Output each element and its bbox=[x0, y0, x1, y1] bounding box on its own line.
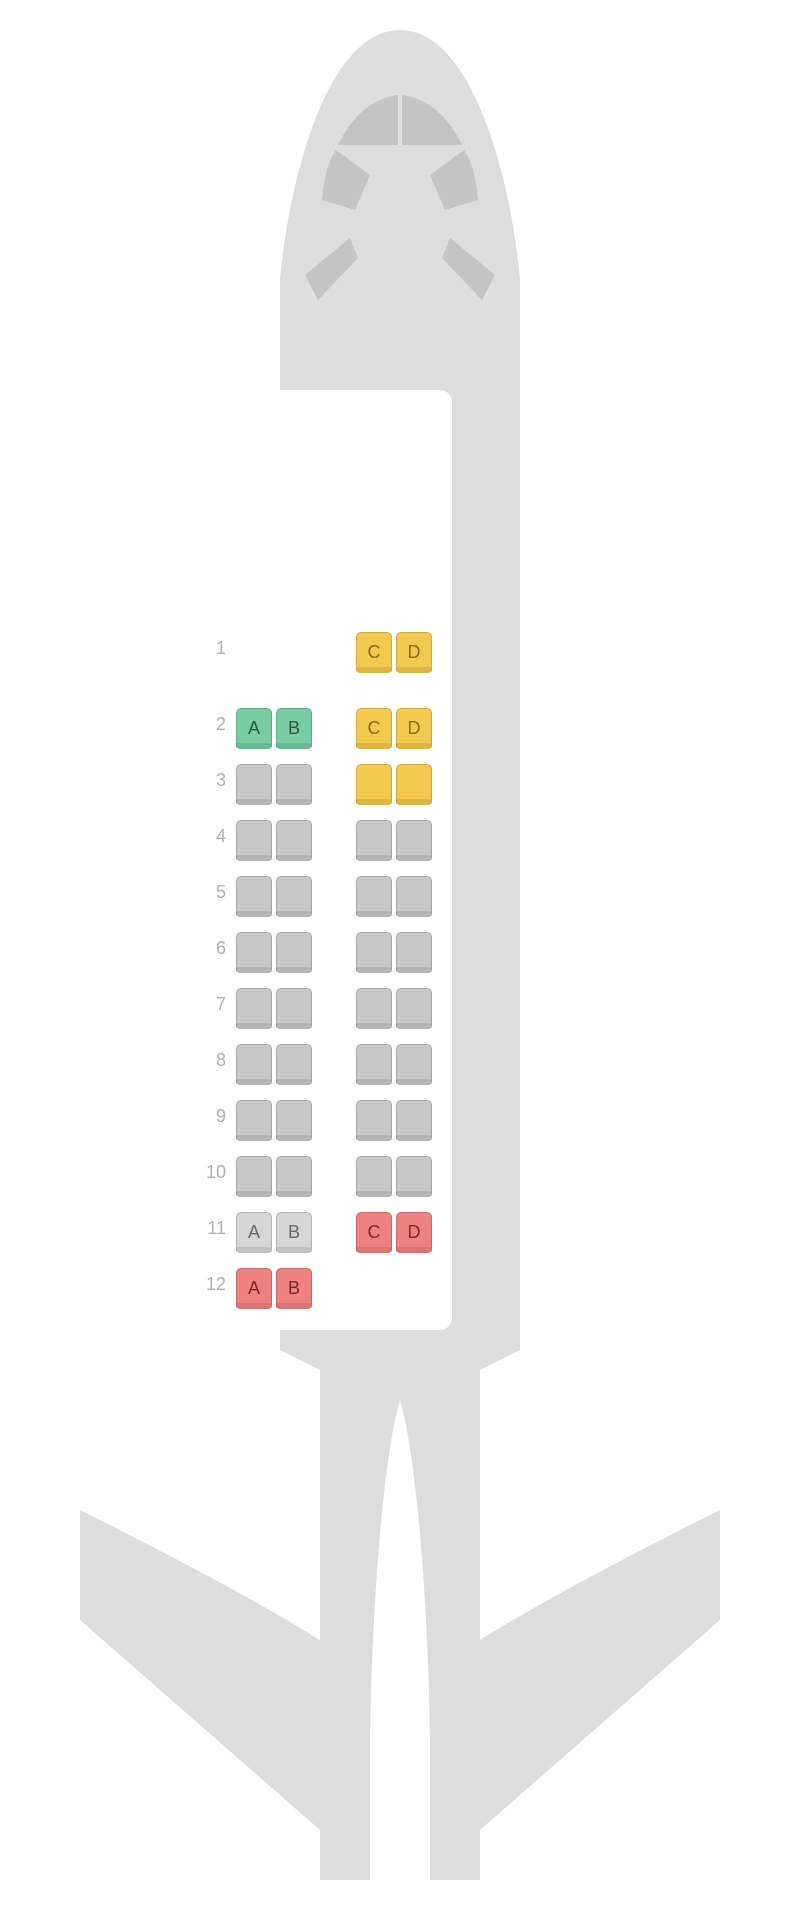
seat-4D[interactable] bbox=[396, 820, 432, 860]
seat-5B[interactable] bbox=[276, 876, 312, 916]
seat-11B[interactable]: B bbox=[276, 1212, 312, 1252]
row-number-label: 3 bbox=[196, 770, 226, 791]
row-number-label: 2 bbox=[196, 714, 226, 735]
seat-10C[interactable] bbox=[356, 1156, 392, 1196]
seat-7C[interactable] bbox=[356, 988, 392, 1028]
seat-row: 10 bbox=[236, 1154, 486, 1210]
seat-row: 11ABCD bbox=[236, 1210, 486, 1266]
seat-1C[interactable]: C bbox=[356, 632, 392, 672]
row-number-label: 1 bbox=[196, 638, 226, 659]
seat-10B[interactable] bbox=[276, 1156, 312, 1196]
row-number-label: 12 bbox=[196, 1274, 226, 1295]
seat-11C[interactable]: C bbox=[356, 1212, 392, 1252]
seat-4C[interactable] bbox=[356, 820, 392, 860]
seat-8B[interactable] bbox=[276, 1044, 312, 1084]
row-number-label: 7 bbox=[196, 994, 226, 1015]
seat-4A[interactable] bbox=[236, 820, 272, 860]
seat-12A[interactable]: A bbox=[236, 1268, 272, 1308]
seat-row: 4 bbox=[236, 818, 486, 874]
seat-row: 6 bbox=[236, 930, 486, 986]
seat-6A[interactable] bbox=[236, 932, 272, 972]
seat-row: 7 bbox=[236, 986, 486, 1042]
seat-3A[interactable] bbox=[236, 764, 272, 804]
row-number-label: 6 bbox=[196, 938, 226, 959]
seat-10D[interactable] bbox=[396, 1156, 432, 1196]
row-number-label: 10 bbox=[196, 1162, 226, 1183]
row-number-label: 11 bbox=[196, 1218, 226, 1239]
seat-11A[interactable]: A bbox=[236, 1212, 272, 1252]
seat-7B[interactable] bbox=[276, 988, 312, 1028]
seat-row: 5 bbox=[236, 874, 486, 930]
seat-row: 3 bbox=[236, 762, 486, 818]
seat-3C[interactable] bbox=[356, 764, 392, 804]
seat-8C[interactable] bbox=[356, 1044, 392, 1084]
row-number-label: 9 bbox=[196, 1106, 226, 1127]
seat-5A[interactable] bbox=[236, 876, 272, 916]
seat-3B[interactable] bbox=[276, 764, 312, 804]
seat-11D[interactable]: D bbox=[396, 1212, 432, 1252]
seat-9C[interactable] bbox=[356, 1100, 392, 1140]
seat-8D[interactable] bbox=[396, 1044, 432, 1084]
seat-2C[interactable]: C bbox=[356, 708, 392, 748]
seat-row: 8 bbox=[236, 1042, 486, 1098]
seat-9A[interactable] bbox=[236, 1100, 272, 1140]
seat-2A[interactable]: A bbox=[236, 708, 272, 748]
seat-12B[interactable]: B bbox=[276, 1268, 312, 1308]
seat-4B[interactable] bbox=[276, 820, 312, 860]
seat-row: 1CD bbox=[236, 630, 486, 686]
seat-7A[interactable] bbox=[236, 988, 272, 1028]
seat-5D[interactable] bbox=[396, 876, 432, 916]
seat-6B[interactable] bbox=[276, 932, 312, 972]
seat-8A[interactable] bbox=[236, 1044, 272, 1084]
row-number-label: 8 bbox=[196, 1050, 226, 1071]
row-number-label: 5 bbox=[196, 882, 226, 903]
seat-6D[interactable] bbox=[396, 932, 432, 972]
seat-2B[interactable]: B bbox=[276, 708, 312, 748]
seat-5C[interactable] bbox=[356, 876, 392, 916]
seat-10A[interactable] bbox=[236, 1156, 272, 1196]
seat-9B[interactable] bbox=[276, 1100, 312, 1140]
seat-2D[interactable]: D bbox=[396, 708, 432, 748]
seat-7D[interactable] bbox=[396, 988, 432, 1028]
seat-3D[interactable] bbox=[396, 764, 432, 804]
plane-seat-map: 1CD2ABCD34567891011ABCD12AB bbox=[0, 0, 800, 1914]
seat-row: 9 bbox=[236, 1098, 486, 1154]
seat-9D[interactable] bbox=[396, 1100, 432, 1140]
seat-row: 12AB bbox=[236, 1266, 486, 1322]
seat-row: 2ABCD bbox=[236, 706, 486, 762]
row-number-label: 4 bbox=[196, 826, 226, 847]
seat-1D[interactable]: D bbox=[396, 632, 432, 672]
seat-6C[interactable] bbox=[356, 932, 392, 972]
